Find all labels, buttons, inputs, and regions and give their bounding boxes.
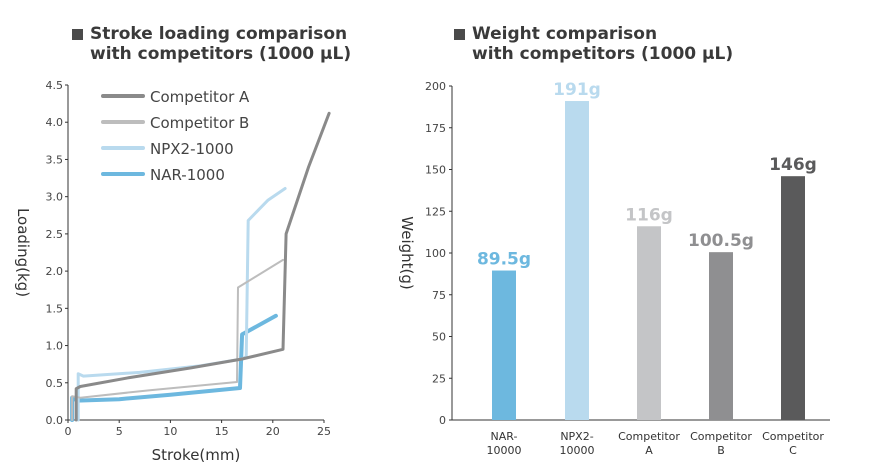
weight-bar [565, 101, 589, 420]
stroke-y-tick-label: 3.5 [46, 153, 64, 166]
weight-chart-title-line2: with competitors (1000 µL) [472, 44, 734, 64]
title-square-icon [72, 29, 83, 40]
weight-category-label-line2: 10000 [487, 444, 522, 457]
stroke-x-tick-label: 0 [65, 425, 72, 438]
stroke-x-tick-label: 15 [215, 425, 229, 438]
weight-category-label-line1: Competitor [762, 430, 824, 443]
weight-category-label-line1: Competitor [618, 430, 680, 443]
weight-y-tick-label: 200 [425, 80, 446, 93]
stroke-chart-title: Stroke loading comparison with competito… [72, 24, 351, 64]
stroke-y-tick-label: 0.0 [46, 414, 64, 427]
stroke-chart-title-line1: Stroke loading comparison [90, 24, 348, 44]
stroke-y-axis-label: Loading(kg) [14, 208, 32, 297]
weight-bar-value-label: 116g [625, 205, 673, 225]
stroke-y-tick-label: 1.0 [46, 340, 64, 353]
stroke-x-tick-label: 10 [163, 425, 177, 438]
stroke-y-tick-label: 2.0 [46, 265, 64, 278]
weight-category-label-line1: NPX2- [560, 430, 593, 443]
stroke-x-axis-label: Stroke(mm) [152, 446, 241, 464]
weight-y-tick-label: 100 [425, 247, 446, 260]
stroke-y-tick-label: 1.5 [46, 302, 64, 315]
weight-y-tick-label: 175 [425, 122, 446, 135]
weight-bar [781, 176, 805, 420]
weight-bar-value-label: 89.5g [477, 250, 531, 270]
weight-y-tick-label: 50 [432, 331, 446, 344]
weight-category-label-line2: 10000 [560, 444, 595, 457]
weight-bar [492, 270, 516, 420]
weight-y-tick-label: 25 [432, 372, 446, 385]
weight-chart-title: Weight comparison with competitors (1000… [454, 24, 733, 64]
stroke-y-tick-label: 4.0 [46, 116, 64, 129]
series-line-competitor-a [74, 111, 331, 422]
weight-bar [709, 252, 733, 420]
weight-category-label-line2: B [717, 444, 725, 457]
weight-y-tick-label: 75 [432, 289, 446, 302]
weight-bar [637, 226, 661, 420]
series-line-npx2-1000 [76, 187, 287, 422]
stroke-y-tick-label: 3.0 [46, 191, 64, 204]
stroke-x-tick-label: 5 [116, 425, 123, 438]
legend-label: NPX2-1000 [150, 140, 234, 158]
weight-category-label-line1: Competitor [690, 430, 752, 443]
weight-bar-value-label: 146g [769, 155, 817, 175]
weight-category-label-line1: NAR- [491, 430, 518, 443]
legend-label: Competitor B [150, 114, 249, 132]
stroke-y-tick-label: 4.5 [46, 79, 64, 92]
stroke-chart-title-line2: with competitors (1000 µL) [90, 44, 352, 64]
weight-bar-value-label: 191g [553, 80, 601, 100]
weight-y-tick-label: 150 [425, 164, 446, 177]
legend-label: Competitor A [150, 88, 250, 106]
weight-y-tick-label: 125 [425, 205, 446, 218]
weight-y-tick-label: 0 [439, 414, 446, 427]
stroke-y-tick-label: 0.5 [46, 377, 64, 390]
stroke-y-tick-label: 2.5 [46, 228, 64, 241]
weight-category-label-line2: A [645, 444, 653, 457]
stroke-x-tick-label: 25 [317, 425, 331, 438]
weight-y-axis-label: Weight(g) [398, 216, 416, 289]
weight-bar-value-label: 100.5g [688, 231, 754, 251]
weight-category-label-line2: C [789, 444, 797, 457]
series-line-competitor-b [71, 258, 284, 421]
stroke-x-tick-label: 20 [266, 425, 280, 438]
weight-chart-title-line1: Weight comparison [472, 24, 658, 44]
title-square-icon [454, 29, 465, 40]
legend-label: NAR-1000 [150, 166, 225, 184]
